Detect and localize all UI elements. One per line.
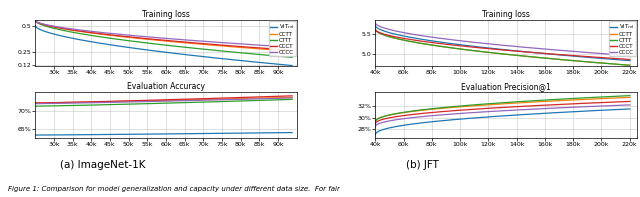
Text: (b) JFT: (b) JFT (406, 160, 439, 170)
Legend: $\mathregular{ViT_{rel}}$, CCTT, CTTT, CCCT, CCCC: $\mathregular{ViT_{rel}}$, CCTT, CTTT, C… (269, 21, 296, 56)
Title: Training loss: Training loss (142, 10, 190, 19)
Title: Evaluation Accuracy: Evaluation Accuracy (127, 82, 205, 91)
Text: (a) ImageNet-1K: (a) ImageNet-1K (60, 160, 145, 170)
Legend: $\mathregular{ViT_{rel}}$, CCTT, CTTT, CCCT, CCCC: $\mathregular{ViT_{rel}}$, CCTT, CTTT, C… (609, 21, 636, 56)
Title: Evaluation Precision@1: Evaluation Precision@1 (461, 82, 551, 91)
Text: Figure 1: Comparison for model generalization and capacity under different data : Figure 1: Comparison for model generaliz… (8, 186, 340, 192)
Title: Training loss: Training loss (482, 10, 530, 19)
